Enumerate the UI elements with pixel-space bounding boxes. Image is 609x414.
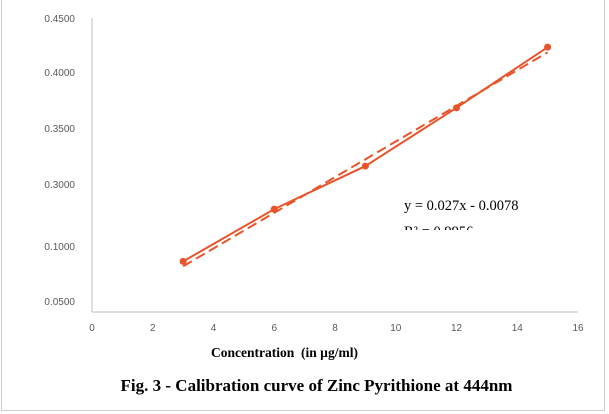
data-point (544, 43, 552, 51)
y-tick-label: 0.0500 (44, 297, 75, 308)
y-tick-label: 0.3000 (44, 180, 75, 191)
x-tick-label: 6 (271, 323, 277, 334)
x-tick-label: 2 (150, 323, 156, 334)
x-tick-label: 12 (451, 323, 463, 334)
x-tick-label: 4 (211, 323, 217, 334)
trendline-r2: R² = 0.9956 (404, 219, 554, 230)
x-tick-label: 0 (89, 323, 95, 334)
x-tick-label: 14 (512, 323, 524, 334)
x-tick-label: 8 (332, 323, 338, 334)
x-tick-label: 10 (390, 323, 402, 334)
y-tick-label: 0.4500 (44, 14, 75, 25)
trendline-label: y = 0.027x - 0.0078 R² = 0.9956 (404, 193, 554, 230)
x-axis-label: Concentration (in µg/ml) (211, 345, 358, 360)
y-tick-label: 0.4000 (44, 68, 75, 79)
figure-caption: Fig. 3 - Calibration curve of Zinc Pyrit… (120, 376, 513, 395)
y-tick-label: 0.1000 (44, 242, 75, 253)
y-tick-label: 0.3500 (44, 124, 75, 135)
trendline-equation: y = 0.027x - 0.0078 (404, 198, 519, 214)
data-point (179, 257, 187, 265)
data-point (270, 205, 278, 213)
data-point (453, 104, 460, 112)
x-tick-label: 16 (572, 323, 584, 334)
data-point (361, 162, 369, 170)
